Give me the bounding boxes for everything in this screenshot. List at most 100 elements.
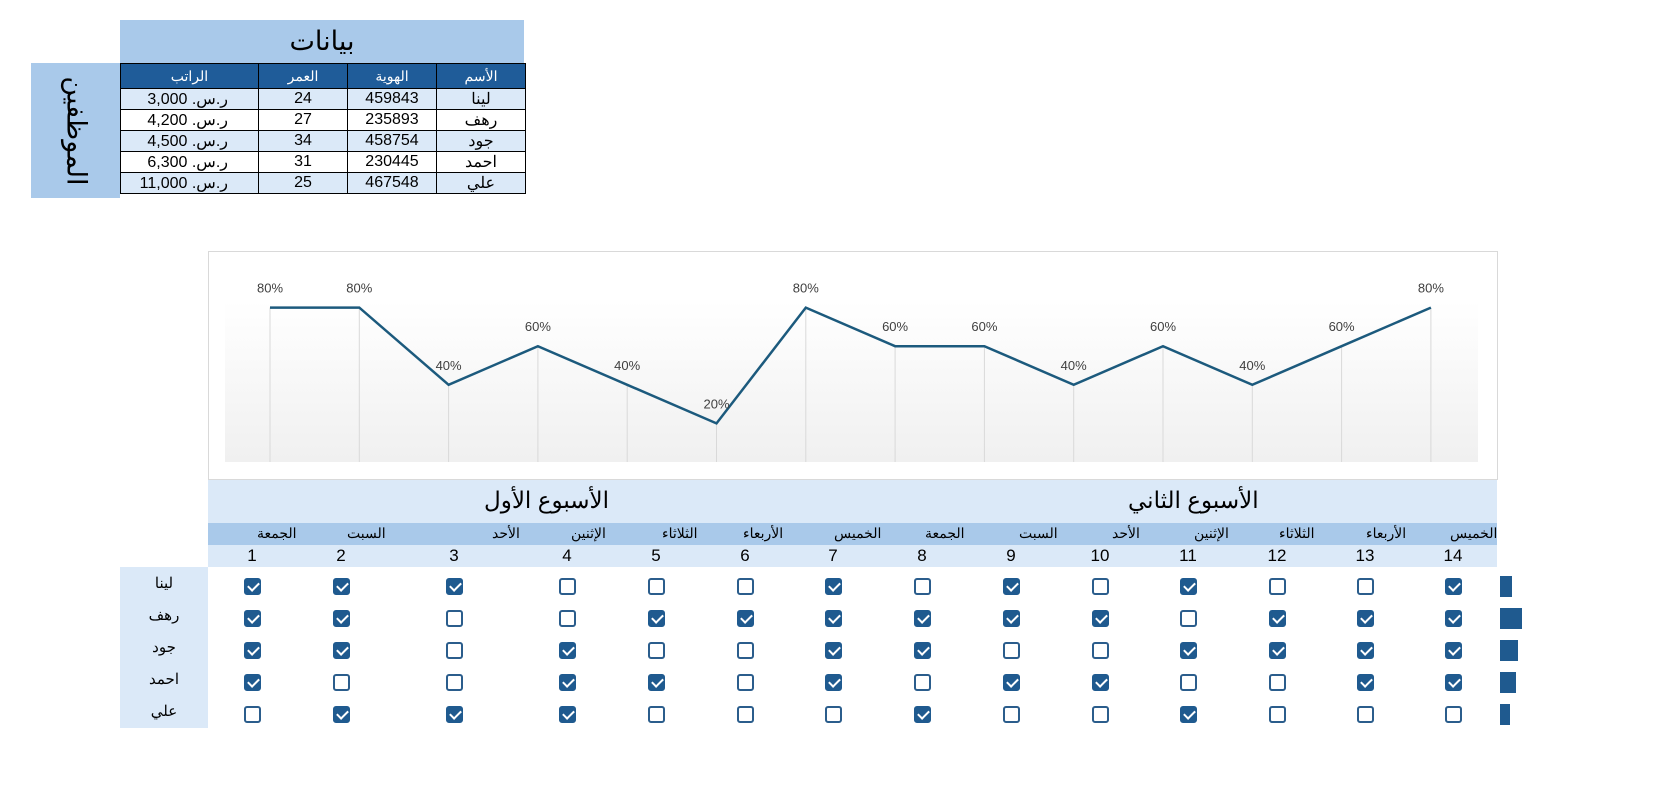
employee-age-cell[interactable]: 31 [258, 151, 348, 173]
attendance-checkbox[interactable] [648, 610, 665, 627]
attendance-checkbox[interactable] [1003, 642, 1020, 659]
attendance-checkbox[interactable] [737, 610, 754, 627]
attendance-checkbox[interactable] [244, 610, 261, 627]
attendance-checkbox[interactable] [914, 706, 931, 723]
attendance-checkbox[interactable] [333, 674, 350, 691]
attendance-checkbox[interactable] [1269, 706, 1286, 723]
attendance-checkbox[interactable] [737, 578, 754, 595]
attendance-checkbox[interactable] [1003, 674, 1020, 691]
attendance-checkbox[interactable] [1269, 674, 1286, 691]
employee-salary-cell[interactable]: ر.س. 6,300 [120, 151, 259, 173]
employee-age-cell[interactable]: 34 [258, 130, 348, 152]
attendance-checkbox[interactable] [914, 578, 931, 595]
attendance-checkbox[interactable] [648, 706, 665, 723]
header-age[interactable]: العمر [258, 63, 348, 89]
attendance-checkbox[interactable] [1445, 706, 1462, 723]
attendance-checkbox[interactable] [333, 706, 350, 723]
attendance-checkbox[interactable] [825, 706, 842, 723]
employee-name-cell[interactable]: علي [436, 172, 526, 194]
attendance-checkbox[interactable] [1445, 578, 1462, 595]
attendance-checkbox[interactable] [333, 642, 350, 659]
attendance-checkbox[interactable] [825, 642, 842, 659]
data-label: 40% [614, 358, 640, 373]
attendance-checkbox[interactable] [825, 610, 842, 627]
attendance-checkbox[interactable] [1180, 610, 1197, 627]
attendance-checkbox[interactable] [333, 610, 350, 627]
attendance-checkbox[interactable] [333, 578, 350, 595]
attendance-checkbox[interactable] [446, 578, 463, 595]
attendance-checkbox[interactable] [737, 642, 754, 659]
attendance-checkbox[interactable] [1269, 642, 1286, 659]
header-name[interactable]: الأسم [436, 63, 526, 89]
employee-age-cell[interactable]: 25 [258, 172, 348, 194]
employee-id-cell[interactable]: 459843 [347, 88, 437, 110]
attendance-checkbox[interactable] [244, 706, 261, 723]
attendance-checkbox[interactable] [648, 578, 665, 595]
employee-salary-cell[interactable]: ر.س. 11,000 [120, 172, 259, 194]
attendance-checkbox[interactable] [825, 578, 842, 595]
employee-row: ر.س. 4,500 34 458754 جود [120, 130, 526, 152]
data-label: 80% [257, 281, 283, 296]
employee-salary-cell[interactable]: ر.س. 4,200 [120, 109, 259, 131]
attendance-checkbox[interactable] [1445, 674, 1462, 691]
employee-id-cell[interactable]: 235893 [347, 109, 437, 131]
attendance-checkbox[interactable] [737, 674, 754, 691]
attendance-checkbox[interactable] [1269, 610, 1286, 627]
attendance-checkbox[interactable] [1357, 578, 1374, 595]
attendance-checkbox[interactable] [559, 578, 576, 595]
attendance-checkbox[interactable] [1003, 578, 1020, 595]
header-id[interactable]: الهوية [347, 63, 437, 89]
employee-id-cell[interactable]: 467548 [347, 172, 437, 194]
attendance-checkbox[interactable] [446, 610, 463, 627]
employee-age-cell[interactable]: 24 [258, 88, 348, 110]
attendance-checkbox[interactable] [1269, 578, 1286, 595]
attendance-checkbox[interactable] [1180, 642, 1197, 659]
employee-id-cell[interactable]: 230445 [347, 151, 437, 173]
attendance-checkbox[interactable] [737, 706, 754, 723]
employee-name-cell[interactable]: جود [436, 130, 526, 152]
employee-salary-cell[interactable]: ر.س. 3,000 [120, 88, 259, 110]
attendance-checkbox[interactable] [446, 706, 463, 723]
attendance-checkbox[interactable] [244, 642, 261, 659]
attendance-checkbox[interactable] [446, 642, 463, 659]
attendance-checkbox[interactable] [914, 674, 931, 691]
attendance-checkbox[interactable] [1357, 706, 1374, 723]
day-name: السبت [1019, 525, 1058, 541]
attendance-checkbox[interactable] [559, 706, 576, 723]
attendance-checkbox[interactable] [1445, 610, 1462, 627]
attendance-checkbox[interactable] [1180, 674, 1197, 691]
header-salary[interactable]: الراتب [120, 63, 259, 89]
attendance-checkbox[interactable] [648, 674, 665, 691]
attendance-checkbox[interactable] [648, 642, 665, 659]
attendance-checkbox[interactable] [244, 674, 261, 691]
attendance-checkbox[interactable] [1092, 706, 1109, 723]
employee-id-cell[interactable]: 458754 [347, 130, 437, 152]
attendance-checkbox[interactable] [1003, 706, 1020, 723]
data-label: 80% [1418, 281, 1444, 296]
employee-age-cell[interactable]: 27 [258, 109, 348, 131]
attendance-checkbox[interactable] [1092, 674, 1109, 691]
attendance-checkbox[interactable] [559, 674, 576, 691]
employee-salary-cell[interactable]: ر.س. 4,500 [120, 130, 259, 152]
attendance-checkbox[interactable] [1445, 642, 1462, 659]
attendance-checkbox[interactable] [914, 642, 931, 659]
attendance-series-line [270, 306, 1432, 425]
employee-name-cell[interactable]: لينا [436, 88, 526, 110]
attendance-checkbox[interactable] [825, 674, 842, 691]
attendance-checkbox[interactable] [1092, 642, 1109, 659]
attendance-checkbox[interactable] [1357, 642, 1374, 659]
attendance-checkbox[interactable] [1180, 706, 1197, 723]
attendance-checkbox[interactable] [559, 642, 576, 659]
attendance-checkbox[interactable] [1092, 610, 1109, 627]
attendance-checkbox[interactable] [1092, 578, 1109, 595]
attendance-checkbox[interactable] [914, 610, 931, 627]
attendance-checkbox[interactable] [559, 610, 576, 627]
attendance-checkbox[interactable] [1357, 610, 1374, 627]
attendance-checkbox[interactable] [1357, 674, 1374, 691]
attendance-checkbox[interactable] [1003, 610, 1020, 627]
attendance-checkbox[interactable] [1180, 578, 1197, 595]
employee-name-cell[interactable]: رهف [436, 109, 526, 131]
attendance-checkbox[interactable] [446, 674, 463, 691]
attendance-checkbox[interactable] [244, 578, 261, 595]
employee-name-cell[interactable]: احمد [436, 151, 526, 173]
